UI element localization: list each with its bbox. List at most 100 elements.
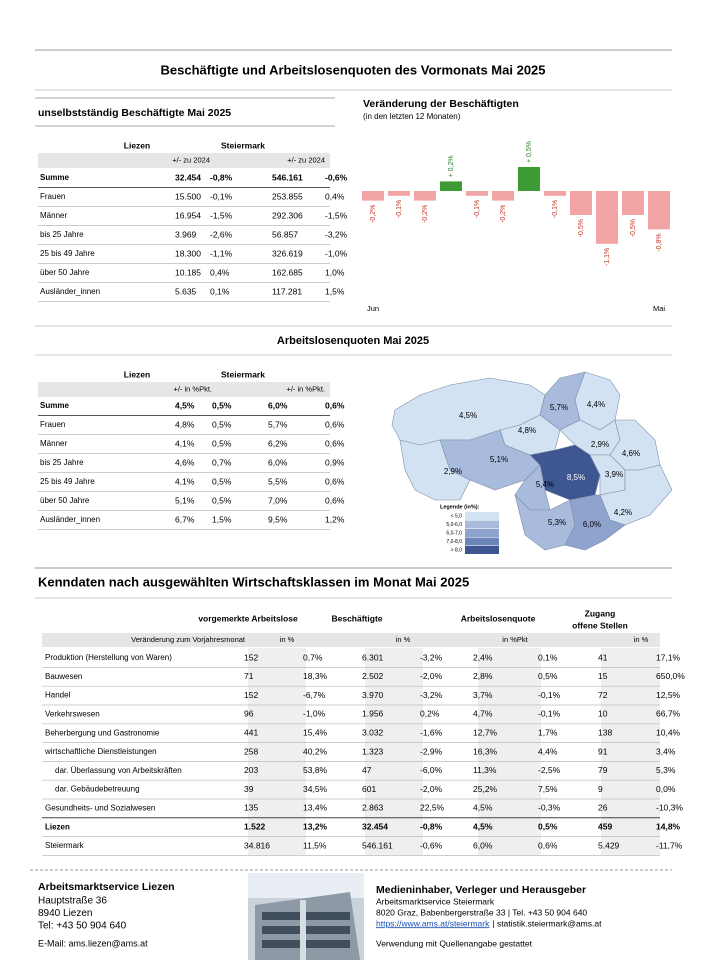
bar	[544, 191, 566, 196]
cell: -10,3%	[656, 803, 683, 813]
value-label: -0,2%	[500, 205, 507, 223]
cell: 253.855	[272, 191, 303, 201]
row-label: bis 25 Jahre	[40, 230, 84, 239]
cell: 6,2%	[268, 438, 288, 448]
cell: -6,0%	[420, 765, 443, 775]
cell: 4,1%	[175, 438, 195, 448]
cell: 4,6%	[175, 457, 195, 467]
value-label: -0,8%	[656, 233, 663, 251]
row-label: Männer	[40, 439, 67, 448]
region-label: 4,4%	[587, 400, 605, 409]
bar	[388, 191, 410, 196]
cell: 0,9%	[325, 457, 345, 467]
value-label: -0,2%	[422, 205, 429, 223]
cell: 18.300	[175, 248, 201, 258]
cell: -0,1%	[538, 709, 561, 719]
cell: 3,4%	[656, 746, 676, 756]
cell: 0,5%	[212, 495, 232, 505]
section-title: Arbeitslosenquoten Mai 2025	[277, 335, 429, 347]
cell: 32.454	[175, 172, 201, 182]
cell: 41	[598, 652, 608, 662]
cell: 25,2%	[473, 784, 498, 794]
cell: 1,7%	[538, 727, 558, 737]
cell: 117.281	[272, 286, 302, 296]
legend-label: > 8,0	[451, 547, 462, 553]
cell: 1,0%	[325, 267, 345, 277]
cell: 0,4%	[210, 267, 230, 277]
cell: 4,5%	[473, 803, 493, 813]
map-region	[399, 439, 471, 501]
legend-title: Legende (in%):	[440, 504, 480, 510]
cell: -1,6%	[420, 727, 443, 737]
footer-link[interactable]: https://www.ams.at/steiermark	[376, 918, 490, 928]
region-label: 2,9%	[591, 440, 609, 449]
value-label: -0,1%	[552, 200, 559, 218]
cell: 15	[598, 671, 608, 681]
cell: 1,5%	[325, 286, 345, 296]
cell: 1.956	[362, 709, 384, 719]
cell: 14,8%	[656, 821, 681, 831]
chart-title: Veränderung der Beschäftigten	[363, 98, 519, 110]
cell: 72	[598, 690, 608, 700]
cell: -2,6%	[210, 229, 233, 239]
cell: 292.306	[272, 210, 303, 220]
value-label: -0,5%	[630, 219, 637, 237]
x-tick-label: Mai	[653, 304, 665, 313]
value-label: -0,2%	[370, 205, 377, 223]
cell: 11,3%	[473, 765, 497, 775]
bar	[518, 167, 540, 191]
column-shade	[478, 648, 541, 855]
value-label: -0,1%	[474, 200, 481, 218]
cell: -1,1%	[210, 248, 233, 258]
row-label: Steiermark	[45, 841, 85, 850]
cell: 79	[598, 765, 608, 775]
row-label: dar. Überlassung von Arbeitskräften	[55, 766, 182, 775]
cell: 3.032	[362, 727, 384, 737]
row-label: 25 bis 49 Jahre	[40, 249, 95, 258]
bar	[362, 191, 384, 201]
row-label: Ausländer_innen	[40, 287, 100, 296]
cell: 5.429	[598, 840, 620, 850]
map-region	[564, 494, 626, 551]
cell: -0,1%	[210, 191, 233, 201]
cell: 2.502	[362, 671, 384, 681]
legend-label: 5,0-6,0	[446, 522, 462, 528]
cell: -2,9%	[420, 746, 443, 756]
cell: 12,5%	[656, 690, 681, 700]
column-header: Steiermark	[221, 140, 265, 150]
cell: 39	[244, 784, 254, 794]
cell: 4,8%	[175, 419, 195, 429]
subheader: in %	[396, 635, 411, 644]
cell: 16,3%	[473, 746, 498, 756]
section-title: unselbstständig Beschäftigte Mai 2025	[38, 107, 231, 119]
row-label: Bauwesen	[45, 672, 82, 681]
cell: 1.323	[362, 746, 384, 756]
photo	[248, 873, 364, 960]
cell: 26	[598, 803, 608, 813]
cell: 6,0%	[268, 457, 288, 467]
cell: 0,4%	[325, 191, 345, 201]
cell: 4,7%	[473, 709, 493, 719]
cell: 3,7%	[473, 690, 493, 700]
cell: 2,4%	[473, 652, 493, 662]
row-label: Männer	[40, 211, 67, 220]
cell: -2,5%	[538, 765, 561, 775]
cell: 10.185	[175, 267, 201, 277]
column-header: vorgemerkte Arbeitslose	[198, 613, 298, 623]
cell: 18,3%	[303, 671, 328, 681]
cell: 56.857	[272, 229, 298, 239]
footer-line: Tel: +43 50 904 640	[38, 921, 127, 932]
bar	[648, 191, 670, 230]
cell: -0,8%	[420, 821, 443, 831]
cell: 258	[244, 746, 258, 756]
cell: 32.454	[362, 821, 388, 831]
cell: 6.301	[362, 652, 384, 662]
x-tick-label: Jun	[367, 304, 379, 313]
cell: 0,1%	[538, 652, 558, 662]
cell: 0,5%	[538, 821, 558, 831]
chart-subtitle: (in den letzten 12 Monaten)	[363, 112, 461, 121]
cell: 5,7%	[268, 419, 288, 429]
cell: -0,1%	[538, 690, 561, 700]
